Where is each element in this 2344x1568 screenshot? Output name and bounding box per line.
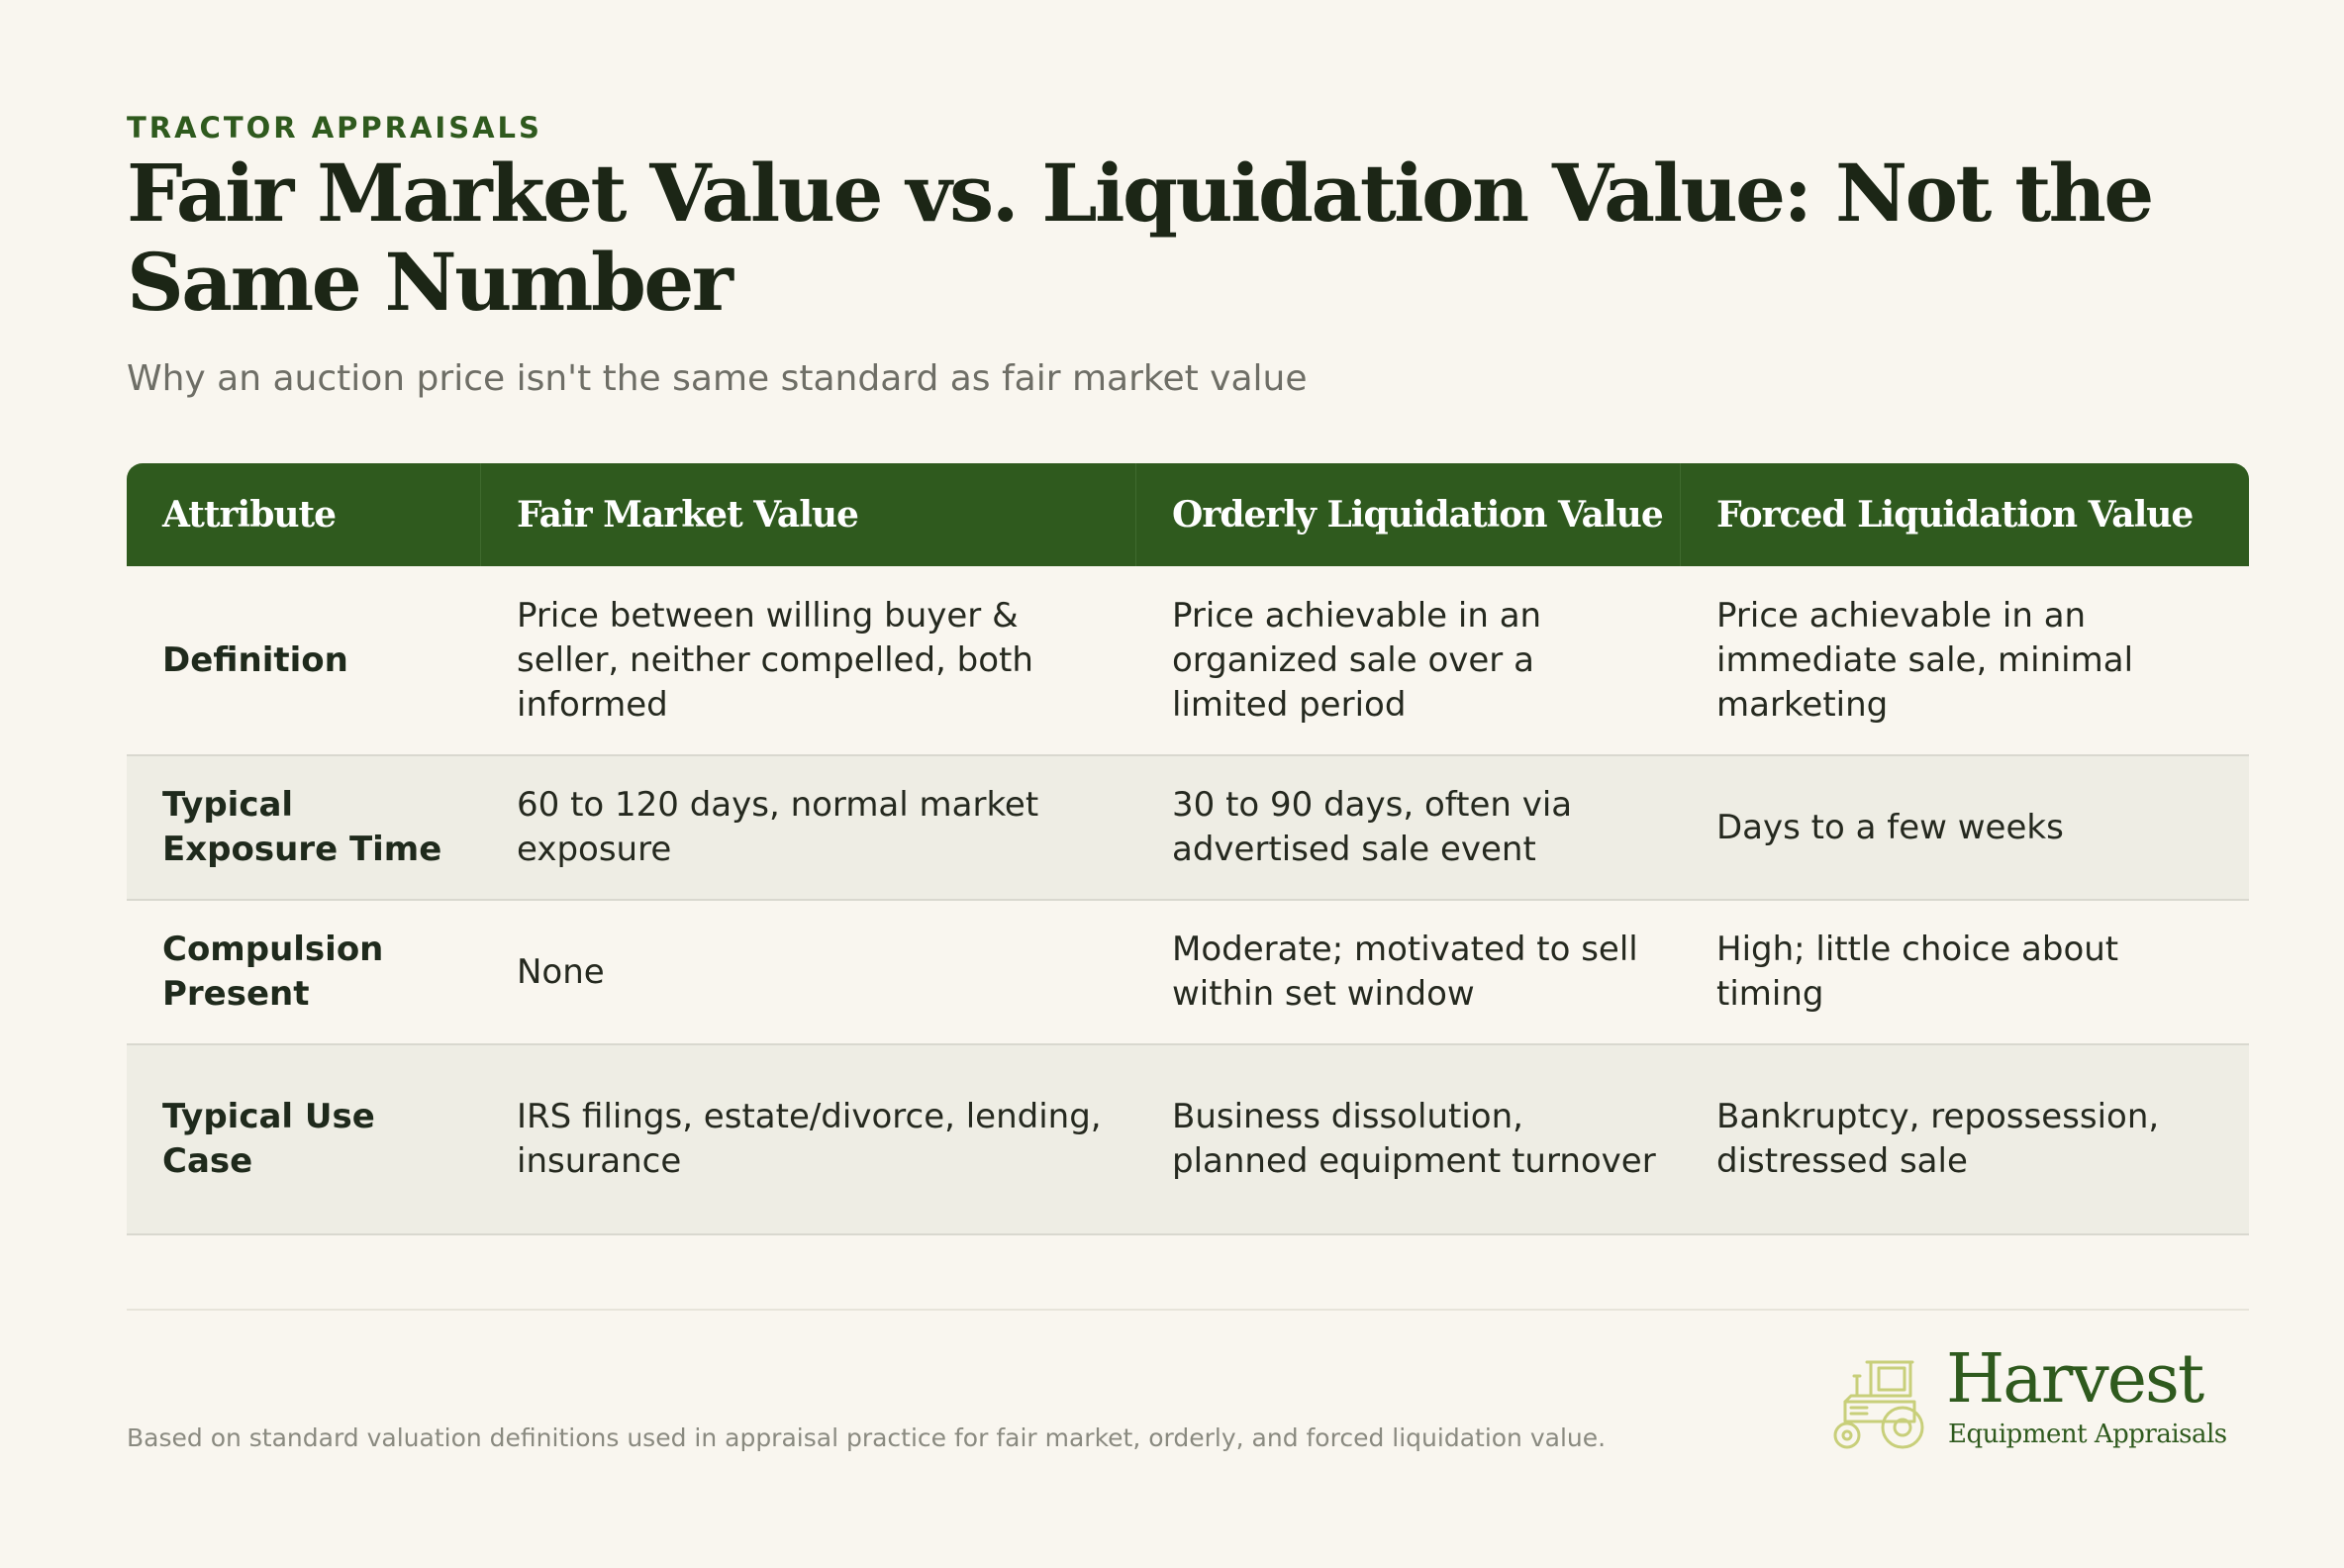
table-header: Attribute Fair Market Value Orderly Liqu…	[127, 463, 2249, 566]
cell-orderly-liquidation-value: Moderate; motivated to sell within set w…	[1136, 901, 1681, 1045]
table-body: Definition Price between willing buyer &…	[127, 566, 2249, 1235]
table-row-definition: Definition Price between willing buyer &…	[127, 566, 2249, 756]
page-subtitle: Why an auction price isn't the same stan…	[127, 358, 1308, 399]
header-row: Attribute Fair Market Value Orderly Liqu…	[127, 463, 2249, 566]
cell-orderly-liquidation-value: 30 to 90 days, often via advertised sale…	[1136, 756, 1681, 901]
row-attribute: Definition	[127, 566, 481, 756]
table-row-use-case: Typical Use Case IRS filings, estate/div…	[127, 1045, 2249, 1235]
cell-fair-market-value: Price between willing buyer & seller, ne…	[481, 566, 1136, 756]
table-row-compulsion: Compulsion Present None Moderate; motiva…	[127, 901, 2249, 1045]
source-footnote: Based on standard valuation definitions …	[127, 1423, 1607, 1452]
cell-forced-liquidation-value: Days to a few weeks	[1681, 756, 2249, 901]
column-header-attribute: Attribute	[127, 463, 481, 566]
column-header-forced-liquidation-value: Forced Liquidation Value	[1681, 463, 2249, 566]
table-row-exposure-time: Typical Exposure Time 60 to 120 days, no…	[127, 756, 2249, 901]
brand-tagline: Equipment Appraisals	[1948, 1420, 2227, 1449]
footer-divider	[127, 1309, 2249, 1311]
row-attribute: Compulsion Present	[127, 901, 481, 1045]
brand-name: Harvest	[1946, 1340, 2204, 1419]
cell-forced-liquidation-value: Price achievable in an immediate sale, m…	[1681, 566, 2249, 756]
page-title: Fair Market Value vs. Liquidation Value:…	[127, 147, 2154, 329]
row-attribute: Typical Exposure Time	[127, 756, 481, 901]
cell-forced-liquidation-value: High; little choice about timing	[1681, 901, 2249, 1045]
column-header-orderly-liquidation-value: Orderly Liquidation Value	[1136, 463, 1681, 566]
tractor-icon	[1833, 1360, 1924, 1449]
eyebrow-label: TRACTOR APPRAISALS	[127, 111, 542, 145]
cell-forced-liquidation-value: Bankruptcy, repossession, distressed sal…	[1681, 1045, 2249, 1235]
cell-orderly-liquidation-value: Business dissolution, planned equipment …	[1136, 1045, 1681, 1235]
cell-fair-market-value: IRS filings, estate/divorce, lending, in…	[481, 1045, 1136, 1235]
cell-orderly-liquidation-value: Price achievable in an organized sale ov…	[1136, 566, 1681, 756]
column-header-fair-market-value: Fair Market Value	[481, 463, 1136, 566]
row-attribute: Typical Use Case	[127, 1045, 481, 1235]
cell-fair-market-value: 60 to 120 days, normal market exposure	[481, 756, 1136, 901]
brand-logo: Harvest Equipment Appraisals	[1823, 1342, 2249, 1461]
cell-fair-market-value: None	[481, 901, 1136, 1045]
comparison-table: Attribute Fair Market Value Orderly Liqu…	[127, 463, 2249, 1235]
